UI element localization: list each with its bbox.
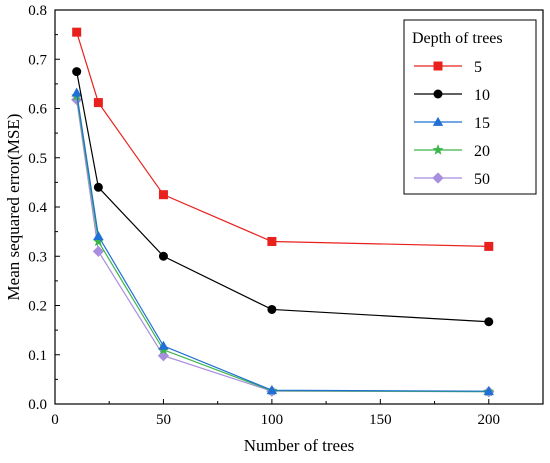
x-tick-label: 50: [156, 412, 171, 428]
legend-title: Depth of trees: [412, 30, 503, 47]
legend-box: [403, 19, 537, 195]
y-tick-label: 0.6: [28, 102, 47, 118]
legend: Depth of trees 5 10 15 20 50: [403, 19, 537, 195]
legend-label: 10: [474, 87, 490, 104]
data-point: [433, 89, 443, 99]
y-tick-label: 0.1: [28, 348, 47, 364]
legend-item: 5: [414, 59, 482, 76]
data-point: [93, 182, 103, 192]
series-5: [72, 27, 494, 251]
data-point: [483, 386, 494, 396]
series-10: [72, 67, 494, 327]
legend-label: 5: [474, 59, 482, 76]
legend-item: 20: [414, 143, 490, 160]
chart-series: [71, 27, 495, 398]
legend-item: 15: [414, 115, 490, 132]
data-point: [93, 98, 103, 108]
data-point: [484, 317, 494, 327]
data-point: [267, 304, 277, 314]
y-tick-label: 0.8: [28, 3, 47, 19]
series-15: [71, 87, 494, 396]
y-tick-label: 0.7: [28, 52, 47, 68]
data-point: [432, 144, 444, 155]
legend-label: 20: [474, 143, 490, 160]
data-point: [158, 251, 168, 261]
legend-item: 50: [414, 171, 490, 188]
data-point: [72, 67, 82, 77]
data-point: [158, 190, 168, 200]
data-point: [433, 61, 443, 71]
data-point: [71, 87, 82, 97]
legend-label: 15: [474, 115, 490, 132]
x-tick-label: 200: [478, 412, 501, 428]
data-point: [72, 27, 82, 37]
x-axis-title: Number of trees: [244, 436, 354, 455]
data-point: [432, 116, 444, 126]
y-tick-label: 0.0: [28, 397, 47, 413]
x-tick-label: 0: [51, 412, 59, 428]
data-point: [267, 236, 277, 246]
y-tick-label: 0.2: [28, 299, 47, 315]
data-point: [432, 172, 444, 184]
data-point: [93, 230, 104, 240]
data-point: [266, 385, 278, 395]
data-point: [92, 245, 105, 257]
y-tick-label: 0.4: [28, 200, 47, 216]
data-point: [92, 235, 104, 247]
legend-label: 50: [474, 171, 490, 188]
x-tick-label: 100: [261, 412, 284, 428]
y-tick-label: 0.5: [28, 151, 47, 167]
data-point: [484, 241, 494, 251]
y-tick-label: 0.3: [28, 249, 47, 265]
legend-item: 10: [414, 87, 490, 104]
data-point: [158, 340, 169, 350]
axes: 0 50 100 150 200 0.0 0.1 0.2 0.3 0.4 0.5 0.6 0.7 0.8: [28, 3, 500, 428]
y-axis-title: Mean sequared error(MSE): [4, 114, 23, 301]
x-tick-label: 150: [369, 412, 392, 428]
